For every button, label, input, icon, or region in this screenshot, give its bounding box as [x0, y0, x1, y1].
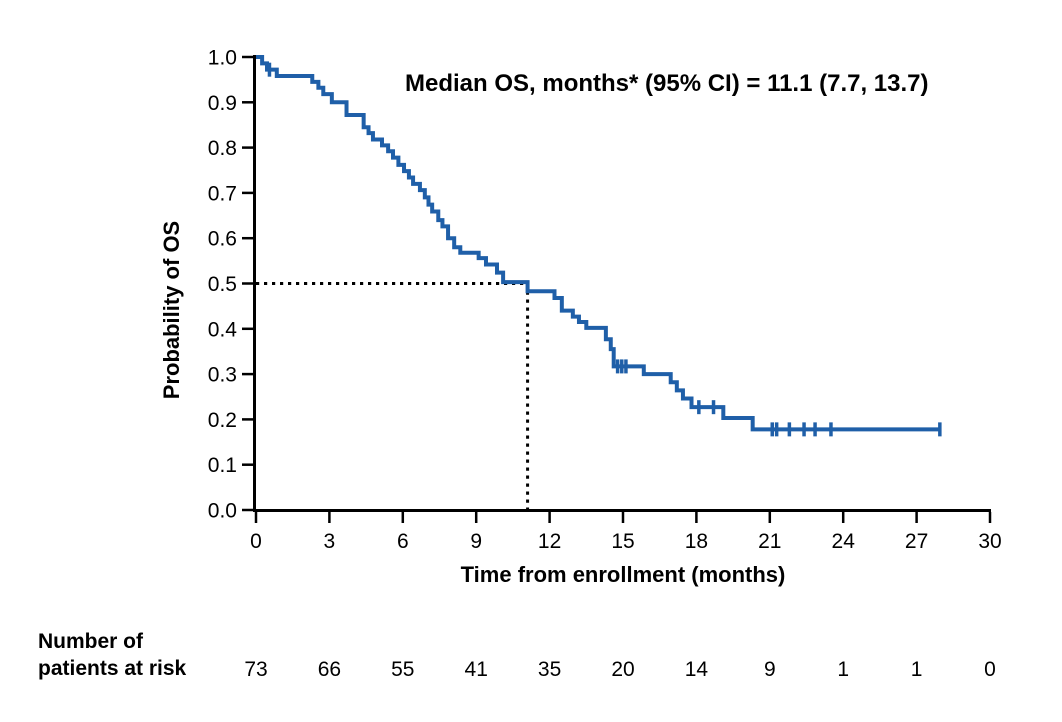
at-risk-count: 1 — [837, 658, 849, 681]
x-tick-label: 0 — [250, 530, 262, 553]
x-tick-label: 24 — [832, 530, 856, 553]
number-at-risk-label-line1: Number of — [38, 630, 143, 653]
at-risk-count: 20 — [611, 658, 634, 681]
x-tick-label: 21 — [758, 530, 781, 553]
y-tick-label: 0.8 — [208, 137, 237, 160]
x-tick-label: 15 — [611, 530, 634, 553]
number-at-risk-label: Number of patients at risk — [38, 628, 186, 682]
at-risk-count: 41 — [465, 658, 488, 681]
x-tick-label: 18 — [685, 530, 708, 553]
y-tick-label: 0.5 — [208, 273, 237, 296]
x-tick-label: 27 — [905, 530, 928, 553]
x-axis-title: Time from enrollment (months) — [460, 562, 786, 587]
y-tick-label: 0.6 — [208, 228, 237, 251]
at-risk-count: 73 — [244, 658, 267, 681]
number-at-risk-label-line2: patients at risk — [38, 657, 187, 680]
y-tick-label: 1.0 — [208, 47, 237, 70]
x-tick-label: 3 — [324, 530, 336, 553]
y-tick-label: 0.3 — [208, 364, 237, 387]
y-tick-label: 0.1 — [208, 454, 237, 477]
y-tick-label: 0.2 — [208, 409, 237, 432]
x-tick-label: 12 — [538, 530, 561, 553]
at-risk-count: 14 — [685, 658, 709, 681]
at-risk-count: 66 — [318, 658, 341, 681]
y-tick-label: 0.7 — [208, 182, 237, 205]
at-risk-count: 0 — [984, 658, 996, 681]
median-os-annotation: Median OS, months* (95% CI) = 11.1 (7.7,… — [405, 70, 929, 97]
at-risk-count: 1 — [911, 658, 923, 681]
y-tick-label: 0.0 — [208, 500, 237, 523]
x-tick-label: 9 — [470, 530, 482, 553]
x-tick-label: 30 — [978, 530, 1001, 553]
y-tick-label: 0.9 — [208, 92, 237, 115]
at-risk-count: 55 — [391, 658, 414, 681]
km-curve — [256, 55, 940, 432]
at-risk-count: 9 — [764, 658, 776, 681]
y-tick-label: 0.4 — [208, 318, 238, 341]
x-tick-label: 6 — [397, 530, 409, 553]
at-risk-count: 35 — [538, 658, 561, 681]
